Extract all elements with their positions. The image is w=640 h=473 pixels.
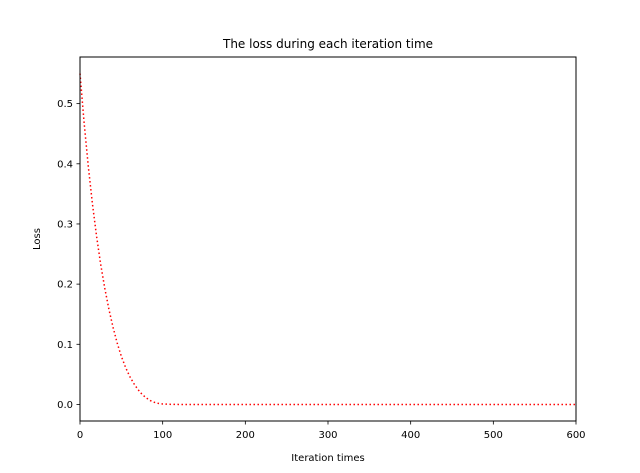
x-axis-label: Iteration times <box>291 453 364 464</box>
x-axis: 0 100 200 300 400 500 600 <box>77 421 586 441</box>
y-axis: 0.0 0.1 0.2 0.3 0.4 0.5 <box>57 99 80 411</box>
y-tick-label: 0.5 <box>57 99 73 110</box>
y-tick-label: 0.3 <box>57 219 73 230</box>
y-tick-label: 0.2 <box>57 280 73 291</box>
chart-title: The loss during each iteration time <box>222 37 433 51</box>
x-tick-label: 100 <box>153 430 172 441</box>
x-tick-label: 300 <box>318 430 337 441</box>
y-axis-label: Loss <box>32 228 43 250</box>
x-tick-label: 0 <box>77 430 83 441</box>
y-tick-label: 0.4 <box>57 159 73 170</box>
y-tick-label: 0.0 <box>57 400 73 411</box>
x-tick-label: 400 <box>401 430 420 441</box>
x-tick-label: 200 <box>236 430 255 441</box>
x-tick-label: 600 <box>566 430 585 441</box>
x-tick-label: 500 <box>484 430 503 441</box>
y-tick-label: 0.1 <box>57 340 73 351</box>
axes-frame <box>79 56 577 422</box>
